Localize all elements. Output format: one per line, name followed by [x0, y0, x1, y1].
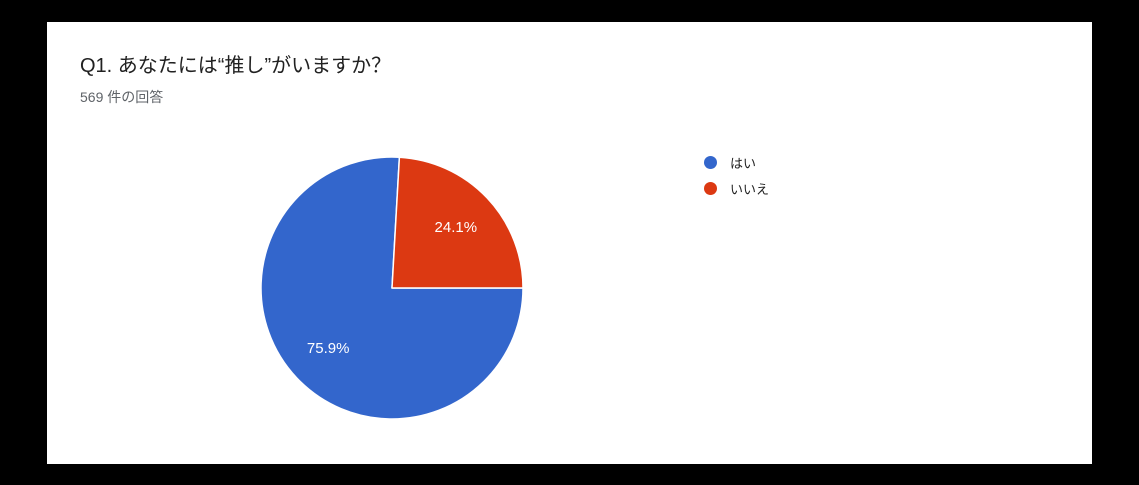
legend-item-no: いいえ [704, 175, 769, 201]
pie-slice-0[interactable] [260, 156, 524, 420]
question-title: Q1. あなたには“推し”がいますか？ [80, 55, 392, 77]
form-response-chart-card: Q1. あなたには“推し”がいますか？ 569 件の回答 75.9% 24.1% … [47, 22, 1092, 464]
legend-label-yes: はい [730, 155, 757, 171]
legend-swatch-no-icon [704, 181, 717, 195]
legend-swatch-yes-icon [704, 155, 717, 169]
chart-legend: はい いいえ [704, 149, 769, 201]
legend-item-yes: はい [704, 149, 769, 175]
legend-label-no: いいえ [730, 181, 770, 197]
pie-slice-1[interactable] [391, 156, 524, 289]
pie-slice-label-1: 24.1% [435, 219, 478, 236]
pie-slice-label-0: 75.9% [307, 340, 350, 357]
response-count: 569 件の回答 [80, 89, 164, 105]
pie-chart: 75.9% 24.1% [260, 156, 524, 420]
